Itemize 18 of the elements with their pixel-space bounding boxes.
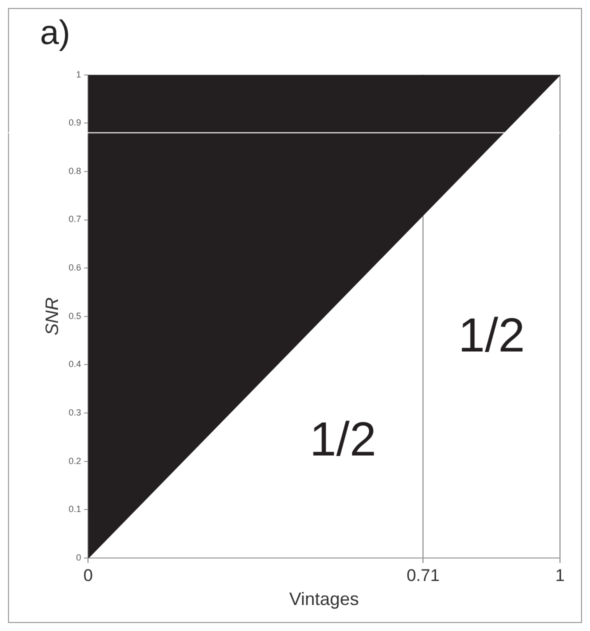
- y-tick-label: 0.6: [68, 262, 82, 273]
- annotation: 1/2: [310, 413, 376, 466]
- x-tick-label: 0.71: [406, 566, 440, 585]
- y-tick-label: 0.3: [68, 408, 82, 418]
- y-tick-label: 0: [76, 552, 82, 562]
- y-tick-label: 0.8: [68, 166, 82, 176]
- annotation: 1/2: [458, 309, 525, 362]
- x-axis-title: Vintages: [289, 589, 359, 610]
- y-tick-label: 0.9: [68, 118, 82, 128]
- x-tick-label: 1: [555, 566, 565, 585]
- y-tick-label: 1: [76, 69, 82, 80]
- y-tick-label: 0.1: [68, 504, 82, 514]
- y-axis-title: SNR: [42, 297, 62, 336]
- y-tick-label: 0.4: [68, 359, 82, 370]
- chart-title: a): [40, 14, 70, 52]
- y-tick-label: 0.2: [68, 456, 82, 466]
- y-tick-label: 0.5: [68, 310, 82, 321]
- y-tick-label: 0.7: [68, 214, 82, 224]
